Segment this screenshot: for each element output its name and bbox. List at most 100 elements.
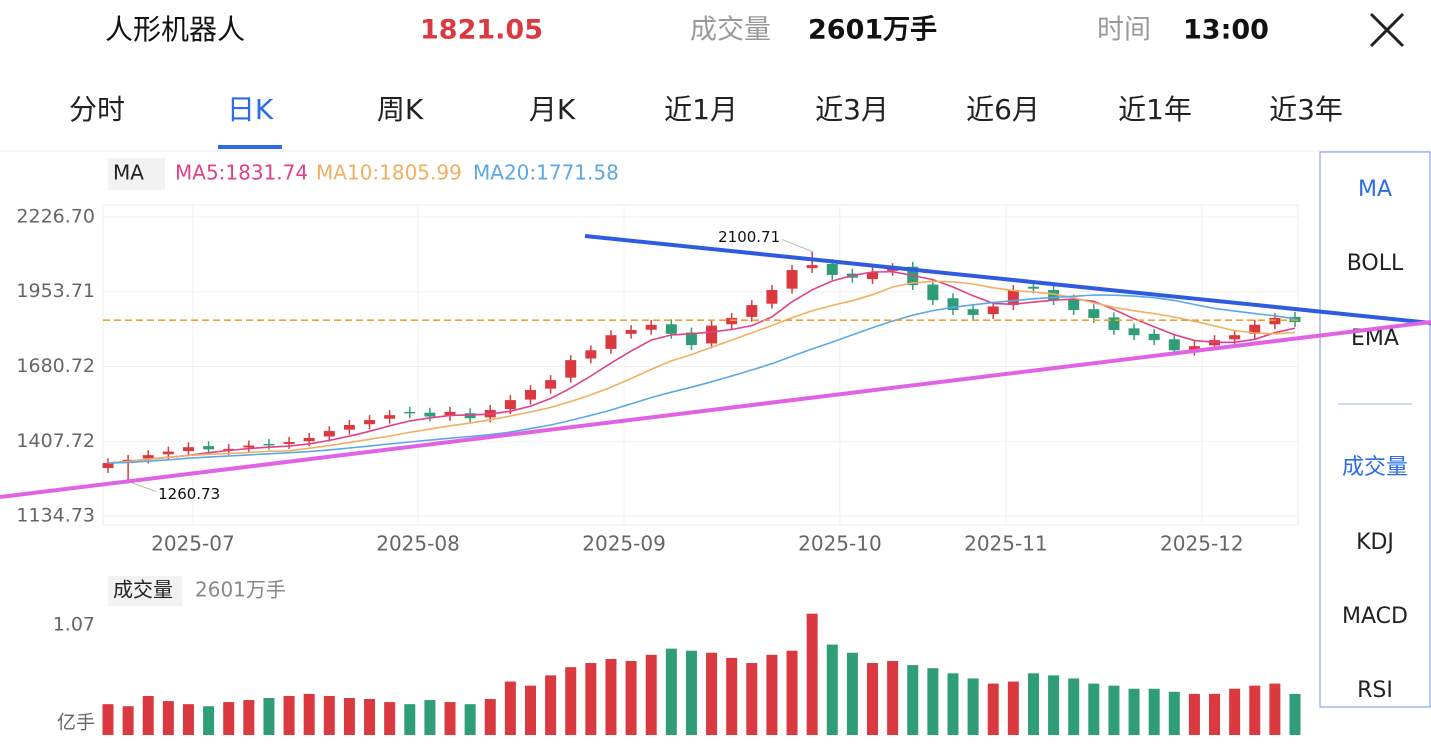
volume: 2601万手 <box>808 15 937 46</box>
volume-bar <box>947 673 959 735</box>
candle-body <box>585 350 597 359</box>
volume-bar <box>746 663 758 735</box>
close-x[interactable] <box>1369 12 1405 48</box>
tab[interactable]: 近3年 <box>1269 93 1343 126</box>
volume-bar <box>645 654 657 735</box>
legend-ma10: MA10:1805.99 <box>316 161 462 185</box>
volume-bar <box>726 657 738 735</box>
indicator[interactable]: RSI <box>1357 678 1393 703</box>
indicator[interactable]: KDJ <box>1356 530 1394 555</box>
volume-bar <box>263 697 275 735</box>
tab[interactable]: 月K <box>529 93 576 126</box>
indicator[interactable]: MACD <box>1342 604 1408 629</box>
volume-bar <box>806 613 818 735</box>
candle-body <box>726 317 738 325</box>
candle-body <box>1168 339 1180 351</box>
volume-bar <box>706 652 718 735</box>
candle-body <box>927 284 939 301</box>
candle-body <box>1108 317 1120 331</box>
plot-frame <box>102 204 1299 526</box>
volume-bar <box>182 704 194 735</box>
volume-bar <box>343 697 355 735</box>
y-tick-label: 1407.72 <box>16 430 95 452</box>
candle-body <box>364 420 376 425</box>
candle-body <box>1048 290 1060 301</box>
candle-body <box>1229 335 1241 340</box>
volume-bar <box>323 695 335 735</box>
candle-body <box>625 330 637 334</box>
candle-body <box>1249 324 1261 334</box>
volume-bar <box>685 650 697 735</box>
candle-body <box>343 425 355 430</box>
tab[interactable]: 近1月 <box>664 93 738 126</box>
candle-body <box>1027 286 1039 289</box>
ma-line <box>107 280 1296 464</box>
volume-bar <box>665 648 677 735</box>
time: 13:00 <box>1183 15 1269 46</box>
price: 1821.05 <box>420 15 543 46</box>
candle-body <box>605 335 617 349</box>
tab[interactable]: 近1年 <box>1118 93 1192 126</box>
tab[interactable]: 周K <box>377 93 424 126</box>
volume-bar <box>625 660 637 735</box>
candle-body <box>404 411 416 414</box>
x-tick-label: 2025-09 <box>582 532 666 556</box>
volume-bar <box>1289 693 1301 735</box>
volume-bar <box>162 701 174 735</box>
volume-bar <box>605 658 617 735</box>
candle-body <box>162 451 174 455</box>
volume-bar <box>1088 683 1100 735</box>
volume-bar <box>504 681 516 735</box>
candle-body <box>384 415 396 419</box>
volume-bar <box>1128 688 1140 735</box>
candle-body <box>182 447 194 452</box>
volume-bar <box>565 667 577 735</box>
volume-bar <box>1108 685 1120 735</box>
volume-bar <box>1048 675 1060 735</box>
volume-bar <box>826 644 838 735</box>
candle-body <box>1088 309 1100 318</box>
volume-label: 成交量 <box>690 15 771 46</box>
candle-body <box>243 445 255 448</box>
tab[interactable]: 分时 <box>69 93 125 126</box>
close-button[interactable] <box>1369 12 1405 48</box>
candle-body <box>685 332 697 346</box>
candle-body <box>464 413 476 419</box>
volume-bar <box>384 702 396 735</box>
candle-body <box>967 309 979 315</box>
candle-body <box>303 437 315 442</box>
tab[interactable]: 近6月 <box>966 93 1040 126</box>
high-label: 2100.71 <box>718 228 780 246</box>
indicator[interactable]: MA <box>1358 177 1392 202</box>
volume-bar <box>223 702 235 735</box>
stock-name: 人形机器人 <box>105 13 245 46</box>
tab[interactable]: 日K <box>227 93 274 126</box>
ma-line <box>107 294 1296 464</box>
legend-ma20: MA20:1771.58 <box>473 161 619 185</box>
x-tick-label: 2025-08 <box>376 532 460 556</box>
volume-bar <box>424 700 436 735</box>
candle-body <box>102 463 114 469</box>
time-label: 时间 <box>1097 15 1151 46</box>
x-tick-label: 2025-10 <box>798 532 882 556</box>
candle-body <box>806 265 818 269</box>
tab[interactable]: 近3月 <box>815 93 889 126</box>
volume-bar <box>444 702 456 735</box>
trend-line <box>0 320 1431 499</box>
candle-body <box>524 389 536 400</box>
volume-bar <box>887 660 899 735</box>
volume-bar <box>524 685 536 735</box>
volume-bar <box>1027 673 1039 735</box>
volume-bar <box>243 700 255 735</box>
volume-bar <box>303 693 315 735</box>
candle-body <box>1068 299 1080 311</box>
low-label: 1260.73 <box>158 485 220 503</box>
candle-body <box>1269 317 1281 325</box>
volume-bar <box>1188 693 1200 735</box>
volume-bar <box>1148 688 1160 735</box>
y-tick-label: 1134.73 <box>16 505 95 527</box>
indicator[interactable]: BOLL <box>1347 251 1404 276</box>
indicator[interactable]: 成交量 <box>1342 455 1408 480</box>
